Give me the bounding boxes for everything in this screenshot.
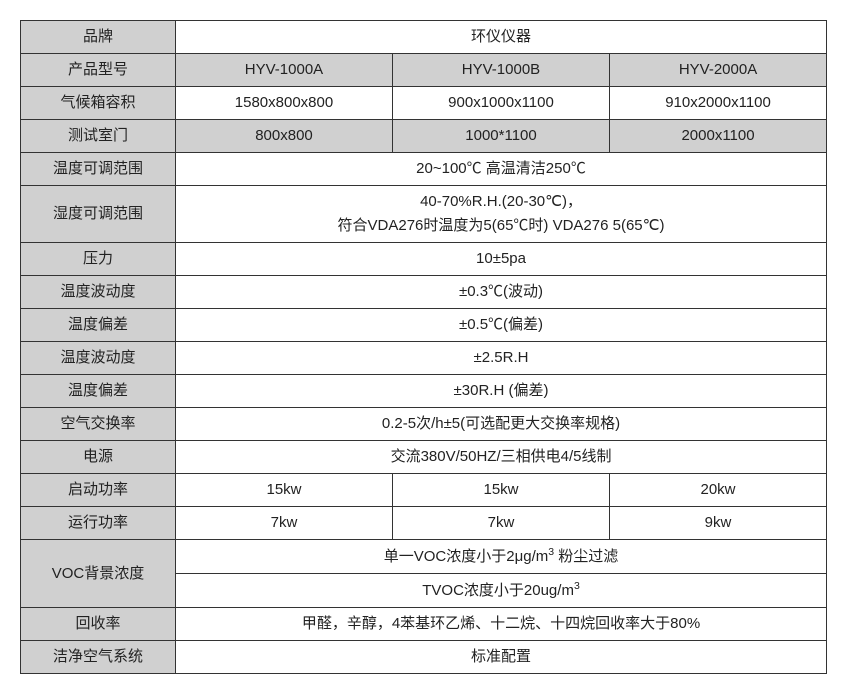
cell: HYV-2000A [610, 54, 827, 87]
cell: 20kw [610, 474, 827, 507]
row-label: 温度波动度 [21, 342, 176, 375]
row-label: 温度波动度 [21, 276, 176, 309]
cell: 7kw [176, 507, 393, 540]
row-label: 温度偏差 [21, 309, 176, 342]
cell: 800x800 [176, 120, 393, 153]
cell-merged: 环仪仪器 [176, 21, 827, 54]
cell-text: 单一VOC浓度小于2μg/m [384, 548, 549, 565]
cell: 2000x1100 [610, 120, 827, 153]
row-label: 启动功率 [21, 474, 176, 507]
row-label: 产品型号 [21, 54, 176, 87]
cell-text: 粉尘过滤 [554, 548, 618, 565]
cell: 15kw [176, 474, 393, 507]
row-label: 洁净空气系统 [21, 641, 176, 674]
table-row: 电源 交流380V/50HZ/三相供电4/5线制 [21, 441, 827, 474]
table-row: 洁净空气系统 标准配置 [21, 641, 827, 674]
table-row: 温度偏差 ±30R.H (偏差) [21, 375, 827, 408]
cell-line: 40-70%R.H.(20-30℃)， [420, 193, 582, 210]
table-row: VOC背景浓度 单一VOC浓度小于2μg/m3 粉尘过滤 [21, 540, 827, 574]
row-label: 气候箱容积 [21, 87, 176, 120]
row-label: 电源 [21, 441, 176, 474]
cell: 910x2000x1100 [610, 87, 827, 120]
table-row: 温度偏差 ±0.5℃(偏差) [21, 309, 827, 342]
cell: 1000*1100 [393, 120, 610, 153]
table-row: 测试室门 800x800 1000*1100 2000x1100 [21, 120, 827, 153]
row-label: 空气交换率 [21, 408, 176, 441]
cell-merged: ±30R.H (偏差) [176, 375, 827, 408]
cell-merged: ±2.5R.H [176, 342, 827, 375]
cell: 9kw [610, 507, 827, 540]
cell-merged: 40-70%R.H.(20-30℃)， 符合VDA276时温度为5(65℃时) … [176, 186, 827, 243]
table-row: 空气交换率 0.2-5次/h±5(可选配更大交换率规格) [21, 408, 827, 441]
row-label: 温度可调范围 [21, 153, 176, 186]
row-label: 运行功率 [21, 507, 176, 540]
cell-merged: 甲醛，辛醇，4苯基环乙烯、十二烷、十四烷回收率大于80% [176, 608, 827, 641]
row-label: 测试室门 [21, 120, 176, 153]
row-label: 品牌 [21, 21, 176, 54]
cell-text: TVOC浓度小于20ug/m [422, 582, 574, 599]
row-label: VOC背景浓度 [21, 540, 176, 608]
cell: 1580x800x800 [176, 87, 393, 120]
table-row: 启动功率 15kw 15kw 20kw [21, 474, 827, 507]
table-row: 温度波动度 ±0.3℃(波动) [21, 276, 827, 309]
table-row: 湿度可调范围 40-70%R.H.(20-30℃)， 符合VDA276时温度为5… [21, 186, 827, 243]
table-row: 产品型号 HYV-1000A HYV-1000B HYV-2000A [21, 54, 827, 87]
superscript: 3 [574, 580, 580, 592]
cell-merged: 10±5pa [176, 243, 827, 276]
table-row: 温度可调范围 20~100℃ 高温清洁250℃ [21, 153, 827, 186]
table-row: 温度波动度 ±2.5R.H [21, 342, 827, 375]
cell: HYV-1000A [176, 54, 393, 87]
row-label: 回收率 [21, 608, 176, 641]
cell-merged: 标准配置 [176, 641, 827, 674]
table-row: 运行功率 7kw 7kw 9kw [21, 507, 827, 540]
cell: 900x1000x1100 [393, 87, 610, 120]
cell-merged: TVOC浓度小于20ug/m3 [176, 574, 827, 608]
cell-merged: ±0.3℃(波动) [176, 276, 827, 309]
cell-line: 符合VDA276时温度为5(65℃时) VDA276 5(65℃) [338, 217, 665, 234]
cell: HYV-1000B [393, 54, 610, 87]
cell: 15kw [393, 474, 610, 507]
row-label: 湿度可调范围 [21, 186, 176, 243]
cell-merged: 交流380V/50HZ/三相供电4/5线制 [176, 441, 827, 474]
cell-merged: 单一VOC浓度小于2μg/m3 粉尘过滤 [176, 540, 827, 574]
spec-table: 品牌 环仪仪器 产品型号 HYV-1000A HYV-1000B HYV-200… [20, 20, 827, 674]
table-row: 回收率 甲醛，辛醇，4苯基环乙烯、十二烷、十四烷回收率大于80% [21, 608, 827, 641]
row-label: 温度偏差 [21, 375, 176, 408]
cell: 7kw [393, 507, 610, 540]
cell-merged: 0.2-5次/h±5(可选配更大交换率规格) [176, 408, 827, 441]
table-row: 压力 10±5pa [21, 243, 827, 276]
cell-merged: 20~100℃ 高温清洁250℃ [176, 153, 827, 186]
row-label: 压力 [21, 243, 176, 276]
table-row: 品牌 环仪仪器 [21, 21, 827, 54]
cell-merged: ±0.5℃(偏差) [176, 309, 827, 342]
table-row: 气候箱容积 1580x800x800 900x1000x1100 910x200… [21, 87, 827, 120]
